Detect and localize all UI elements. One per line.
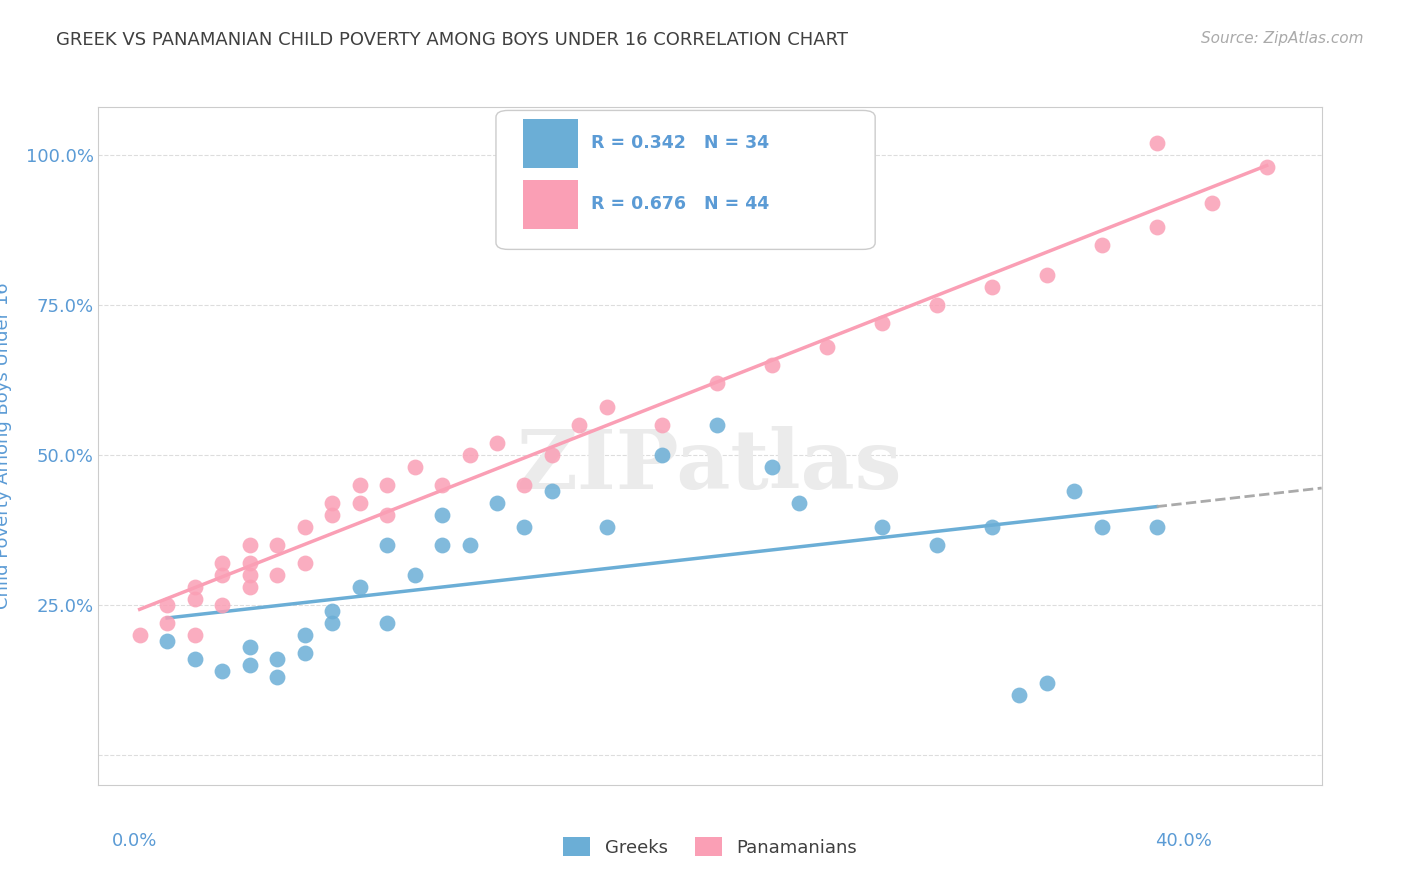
- Point: [1091, 238, 1114, 252]
- Text: R = 0.342   N = 34: R = 0.342 N = 34: [592, 134, 769, 152]
- Point: [375, 615, 398, 630]
- Point: [458, 538, 481, 552]
- Point: [349, 580, 371, 594]
- Point: [1035, 268, 1057, 282]
- Point: [1146, 220, 1168, 235]
- Point: [485, 436, 508, 450]
- Text: Source: ZipAtlas.com: Source: ZipAtlas.com: [1201, 31, 1364, 46]
- Point: [513, 478, 536, 492]
- FancyBboxPatch shape: [523, 120, 578, 168]
- FancyBboxPatch shape: [523, 180, 578, 229]
- Point: [266, 538, 288, 552]
- Point: [761, 460, 783, 475]
- Point: [183, 652, 205, 666]
- Point: [183, 580, 205, 594]
- Point: [980, 280, 1002, 294]
- Point: [430, 478, 453, 492]
- Point: [1256, 160, 1278, 174]
- Point: [156, 615, 179, 630]
- Point: [266, 652, 288, 666]
- Point: [980, 520, 1002, 534]
- Point: [925, 298, 948, 312]
- Point: [430, 538, 453, 552]
- Point: [1146, 136, 1168, 150]
- Point: [239, 657, 262, 672]
- Point: [266, 568, 288, 582]
- Point: [128, 628, 150, 642]
- Point: [321, 615, 343, 630]
- Point: [294, 628, 316, 642]
- Point: [183, 628, 205, 642]
- Point: [706, 417, 728, 432]
- Point: [651, 417, 673, 432]
- Point: [651, 448, 673, 462]
- Point: [404, 460, 426, 475]
- Point: [183, 592, 205, 607]
- Point: [541, 483, 564, 498]
- Point: [815, 340, 838, 354]
- Legend: Greeks, Panamanians: Greeks, Panamanians: [555, 830, 865, 864]
- Point: [294, 556, 316, 570]
- Point: [239, 538, 262, 552]
- Point: [1146, 520, 1168, 534]
- Point: [211, 598, 233, 612]
- Point: [294, 520, 316, 534]
- Point: [458, 448, 481, 462]
- Point: [211, 568, 233, 582]
- Point: [375, 508, 398, 522]
- Point: [870, 520, 893, 534]
- Point: [321, 508, 343, 522]
- Text: ZIPatlas: ZIPatlas: [517, 426, 903, 507]
- Point: [239, 640, 262, 654]
- Point: [1063, 483, 1085, 498]
- Point: [870, 316, 893, 330]
- Text: R = 0.676   N = 44: R = 0.676 N = 44: [592, 195, 769, 213]
- Point: [1091, 520, 1114, 534]
- Point: [211, 556, 233, 570]
- Point: [761, 358, 783, 372]
- Point: [430, 508, 453, 522]
- Point: [1008, 688, 1031, 702]
- Point: [239, 568, 262, 582]
- Point: [485, 496, 508, 510]
- Point: [349, 496, 371, 510]
- Point: [266, 670, 288, 684]
- Text: 40.0%: 40.0%: [1154, 832, 1212, 850]
- Point: [1035, 676, 1057, 690]
- Point: [404, 568, 426, 582]
- Point: [156, 634, 179, 648]
- Point: [375, 538, 398, 552]
- Text: GREEK VS PANAMANIAN CHILD POVERTY AMONG BOYS UNDER 16 CORRELATION CHART: GREEK VS PANAMANIAN CHILD POVERTY AMONG …: [56, 31, 848, 49]
- Point: [321, 604, 343, 618]
- Point: [568, 417, 591, 432]
- Point: [349, 478, 371, 492]
- Point: [513, 520, 536, 534]
- Point: [239, 580, 262, 594]
- Point: [375, 478, 398, 492]
- Point: [211, 664, 233, 678]
- Y-axis label: Child Poverty Among Boys Under 16: Child Poverty Among Boys Under 16: [0, 283, 11, 609]
- Point: [239, 556, 262, 570]
- Point: [321, 496, 343, 510]
- Point: [541, 448, 564, 462]
- Point: [596, 400, 619, 414]
- Point: [925, 538, 948, 552]
- Point: [789, 496, 811, 510]
- Point: [596, 520, 619, 534]
- FancyBboxPatch shape: [496, 111, 875, 250]
- Point: [294, 646, 316, 660]
- Point: [1201, 196, 1223, 211]
- Point: [706, 376, 728, 390]
- Text: 0.0%: 0.0%: [112, 832, 157, 850]
- Point: [156, 598, 179, 612]
